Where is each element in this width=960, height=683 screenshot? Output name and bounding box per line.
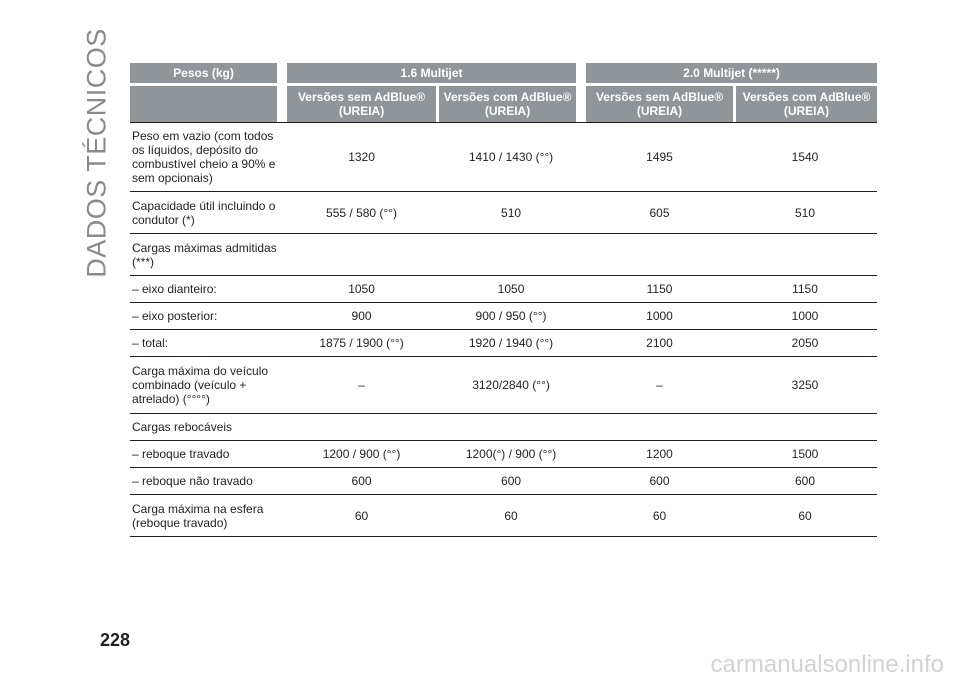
row-value	[733, 414, 877, 441]
watermark: carmanualsonline.info	[710, 651, 944, 678]
row-value: 60	[287, 495, 437, 537]
row-value: 60	[586, 495, 733, 537]
row-value: 1495	[586, 123, 733, 192]
header-weights: Pesos (kg)	[130, 63, 288, 86]
table-header-row-sub: Versões sem AdBlue® (UREIA) Versões com …	[130, 86, 877, 122]
row-value: 1540	[733, 123, 877, 192]
row-value: 3120/2840 (°°)	[436, 357, 587, 414]
row-value: 1150	[586, 276, 733, 303]
row-label: – reboque travado	[130, 441, 288, 468]
row-value	[733, 234, 877, 276]
row-value: 1500	[733, 441, 877, 468]
row-value: 1410 / 1430 (°°)	[436, 123, 587, 192]
row-value: 1000	[586, 303, 733, 330]
row-label: – eixo posterior:	[130, 303, 288, 330]
header-sub-2: Versões com AdBlue® (UREIA)	[436, 86, 587, 122]
row-value: 3250	[733, 357, 877, 414]
row-label: – reboque não travado	[130, 468, 288, 495]
row-value: 605	[586, 192, 733, 234]
row-value: 1200 / 900 (°°)	[287, 441, 437, 468]
row-value: 1050	[287, 276, 437, 303]
row-label: Carga máxima do veículo combinado (veícu…	[130, 357, 288, 414]
row-value: 1150	[733, 276, 877, 303]
header-sub-4: Versões com AdBlue® (UREIA)	[733, 86, 877, 122]
row-value: –	[287, 357, 437, 414]
table-row: – total: 1875 / 1900 (°°) 1920 / 1940 (°…	[130, 330, 877, 357]
row-value: 510	[733, 192, 877, 234]
row-value	[287, 234, 437, 276]
row-value: 1920 / 1940 (°°)	[436, 330, 587, 357]
table-header-row-top: Pesos (kg) 1.6 Multijet 2.0 Multijet (**…	[130, 63, 877, 86]
row-value	[436, 234, 587, 276]
row-value	[586, 414, 733, 441]
section-title-text: DADOS TÉCNICOS	[81, 28, 112, 278]
row-label: Peso em vazio (com todos os líquidos, de…	[130, 123, 288, 192]
row-label: Capacidade útil incluindo o condutor (*)	[130, 192, 288, 234]
row-value: 1000	[733, 303, 877, 330]
row-value	[586, 234, 733, 276]
header-empty-cell	[130, 86, 288, 122]
row-value: 2050	[733, 330, 877, 357]
row-value: 1320	[287, 123, 437, 192]
section-title-vertical: DADOS TÉCNICOS	[77, 28, 117, 278]
row-value: 555 / 580 (°°)	[287, 192, 437, 234]
row-value: 510	[436, 192, 587, 234]
table-row: Cargas máximas admitidas (***)	[130, 234, 877, 276]
header-1-6-multijet: 1.6 Multijet	[287, 63, 587, 86]
row-value: 600	[287, 468, 437, 495]
row-label: Cargas rebocáveis	[130, 414, 288, 441]
row-value: 600	[586, 468, 733, 495]
row-value: 60	[733, 495, 877, 537]
table-row: Carga máxima do veículo combinado (veícu…	[130, 357, 877, 414]
row-label: – total:	[130, 330, 288, 357]
row-value: 600	[436, 468, 587, 495]
row-value: 600	[733, 468, 877, 495]
table-row: – reboque travado 1200 / 900 (°°) 1200(°…	[130, 441, 877, 468]
row-label: Cargas máximas admitidas (***)	[130, 234, 288, 276]
row-value: 1200(°) / 900 (°°)	[436, 441, 587, 468]
row-value: 900 / 950 (°°)	[436, 303, 587, 330]
row-value: –	[586, 357, 733, 414]
row-label: Carga máxima na esfera (reboque travado)	[130, 495, 288, 537]
row-value: 1875 / 1900 (°°)	[287, 330, 437, 357]
row-label: – eixo dianteiro:	[130, 276, 288, 303]
row-value	[287, 414, 437, 441]
table-row: – eixo dianteiro: 1050 1050 1150 1150	[130, 276, 877, 303]
header-sub-1: Versões sem AdBlue® (UREIA)	[287, 86, 437, 122]
header-2-0-multijet: 2.0 Multijet (*****)	[586, 63, 877, 86]
table-row: Peso em vazio (com todos os líquidos, de…	[130, 123, 877, 192]
table-row: Cargas rebocáveis	[130, 414, 877, 441]
row-value: 2100	[586, 330, 733, 357]
row-value: 1200	[586, 441, 733, 468]
row-value: 900	[287, 303, 437, 330]
row-value: 60	[436, 495, 587, 537]
header-sub-3: Versões sem AdBlue® (UREIA)	[586, 86, 733, 122]
table-row: Capacidade útil incluindo o condutor (*)…	[130, 192, 877, 234]
row-value	[436, 414, 587, 441]
table-row: – reboque não travado 600 600 600 600	[130, 468, 877, 495]
table-row: Carga máxima na esfera (reboque travado)…	[130, 495, 877, 537]
page-number: 228	[100, 630, 131, 650]
weights-table: Pesos (kg) 1.6 Multijet 2.0 Multijet (**…	[130, 63, 877, 537]
table-row: – eixo posterior: 900 900 / 950 (°°) 100…	[130, 303, 877, 330]
row-value: 1050	[436, 276, 587, 303]
